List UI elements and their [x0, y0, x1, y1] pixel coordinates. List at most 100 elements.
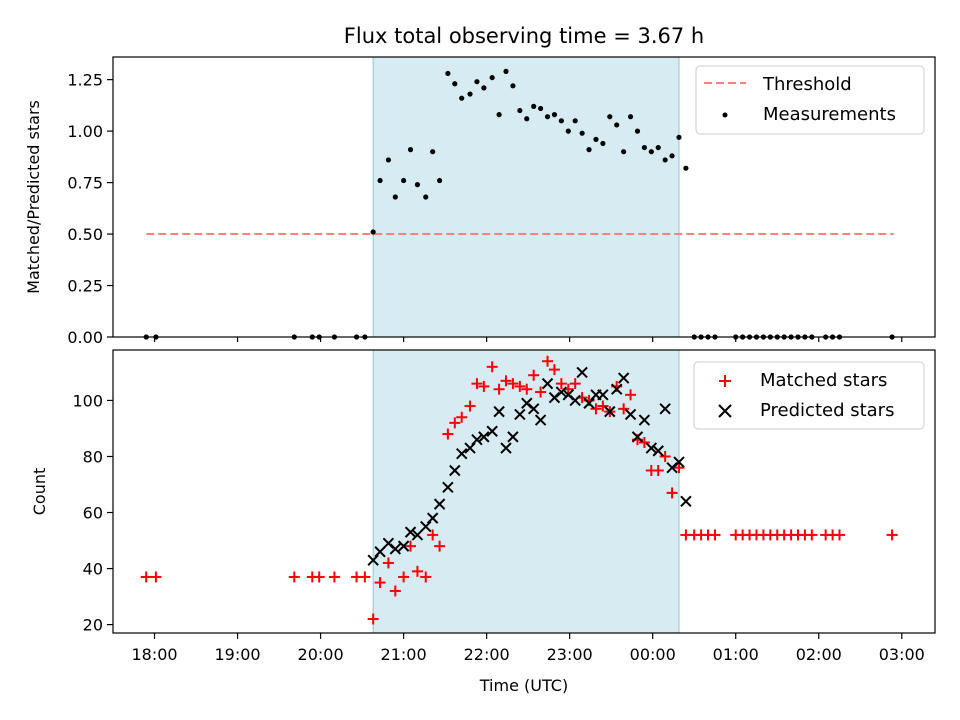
measurement-point	[503, 68, 509, 75]
measurement-point	[481, 85, 487, 91]
predicted-star-point	[555, 386, 568, 398]
x-tick-label: 23:00	[547, 645, 593, 664]
matched-star-point	[535, 386, 547, 398]
predicted-star-point	[611, 383, 623, 395]
measurement-point	[474, 79, 480, 85]
measurement-point	[392, 194, 398, 200]
measurement-point	[593, 136, 599, 142]
predicted-star-point	[389, 543, 402, 555]
predicted-star-point	[456, 447, 468, 460]
predicted-star-point	[514, 408, 526, 421]
matched-star-point	[150, 571, 162, 583]
predicted-star-point	[673, 456, 685, 468]
measurement-point	[579, 130, 585, 136]
top-y-tick-label: 1.00	[67, 122, 103, 141]
matched-stars-legend-marker	[719, 375, 731, 387]
shaded-observing-window	[372, 349, 680, 634]
measurement-point	[683, 165, 689, 171]
measurement-point	[436, 177, 443, 184]
x-tick-label: 19:00	[214, 645, 260, 664]
threshold-legend-label: Threshold	[762, 74, 852, 95]
matched-star-point	[449, 417, 461, 429]
matched-star-point	[514, 380, 526, 392]
measurement-point	[565, 128, 571, 134]
measurement-point	[538, 105, 544, 112]
matched-star-point	[500, 375, 512, 387]
predicted-star-point	[500, 442, 512, 454]
measurement-point	[648, 149, 654, 155]
matched-star-point	[420, 571, 432, 583]
matched-star-point	[140, 571, 152, 583]
predicted-stars-layer	[367, 366, 692, 566]
top-panel: 0.00 0.25 0.50 0.75 1.00 1.25 Matched/Predict…	[24, 56, 936, 347]
measurement-point	[572, 118, 578, 124]
matched-star-point	[405, 540, 417, 552]
x-axis-label: Time (UTC)	[479, 676, 568, 695]
bottom-y-tick-label: 40	[83, 560, 103, 579]
matched-star-point	[456, 411, 468, 423]
matched-star-point	[638, 436, 650, 448]
predicted-star-point	[534, 414, 547, 426]
predicted-star-point	[597, 389, 609, 401]
predicted-star-point	[449, 464, 461, 477]
chart-title: Flux total observing time = 3.67 h	[344, 24, 704, 48]
predicted-star-point	[471, 433, 483, 446]
top-plot-frame	[112, 56, 936, 338]
matched-star-point	[528, 369, 540, 381]
predicted-star-point	[411, 529, 424, 541]
matched-star-point	[493, 383, 505, 395]
bottom-y-tick-label: 80	[83, 447, 103, 466]
predicted-star-point	[374, 546, 386, 558]
measurement-point	[430, 149, 436, 155]
measurement-point	[614, 122, 620, 128]
matched-star-point	[625, 389, 637, 401]
bottom-x-axis-ticks: 18:00 19:00 20:00 21:00 22:00 23:00 00:00 01:00…	[131, 633, 925, 664]
measurement-point	[517, 107, 523, 114]
top-y-axis-ticks: 0.00 0.25 0.50 0.75 1.00 1.25	[67, 71, 113, 347]
predicted-star-point	[631, 431, 644, 443]
predicted-star-point	[645, 442, 658, 454]
measurement-point	[551, 112, 558, 118]
measurements-legend-label: Measurements	[763, 104, 896, 125]
x-tick-label: 22:00	[464, 645, 510, 664]
measurement-point	[377, 177, 383, 184]
measurement-point	[414, 182, 421, 188]
matched-star-point	[834, 529, 846, 541]
measurement-point	[607, 114, 613, 120]
matched-star-point	[478, 380, 490, 392]
predicted-star-point	[604, 405, 616, 418]
x-tick-label: 03:00	[879, 645, 925, 664]
matched-star-point	[709, 529, 721, 541]
matched-stars-legend-label: Matched stars	[760, 370, 887, 391]
top-y-tick-label: 0.50	[67, 225, 103, 244]
matched-star-point	[597, 400, 609, 412]
measurement-point	[586, 147, 592, 153]
matched-star-point	[507, 378, 519, 390]
matched-star-point	[806, 529, 818, 541]
matched-star-point	[382, 557, 394, 569]
matched-star-point	[427, 529, 439, 541]
x-tick-label: 00:00	[630, 645, 676, 664]
predicted-star-point	[541, 377, 554, 390]
matched-star-point	[590, 403, 602, 415]
matched-star-point	[464, 400, 476, 412]
matched-star-point	[673, 462, 685, 474]
bottom-legend-box	[693, 361, 925, 430]
bottom-y-tick-label: 60	[83, 504, 103, 523]
predicted-star-point	[527, 403, 540, 415]
matched-star-point	[569, 378, 581, 390]
measurement-point	[385, 157, 391, 163]
measurement-point	[676, 134, 682, 140]
bottom-y-axis-ticks: 20 40 60 80 100	[72, 391, 113, 635]
top-y-tick-label: 1.25	[67, 71, 103, 90]
matched-star-point	[542, 355, 554, 367]
bottom-y-tick-label: 20	[83, 616, 103, 635]
matched-star-point	[434, 540, 446, 552]
predicted-stars-legend-marker	[718, 404, 732, 418]
matched-star-point	[411, 565, 423, 577]
matched-star-point	[618, 403, 630, 415]
predicted-star-point	[569, 394, 581, 407]
measurement-point	[452, 81, 458, 87]
predicted-star-point	[478, 431, 490, 443]
